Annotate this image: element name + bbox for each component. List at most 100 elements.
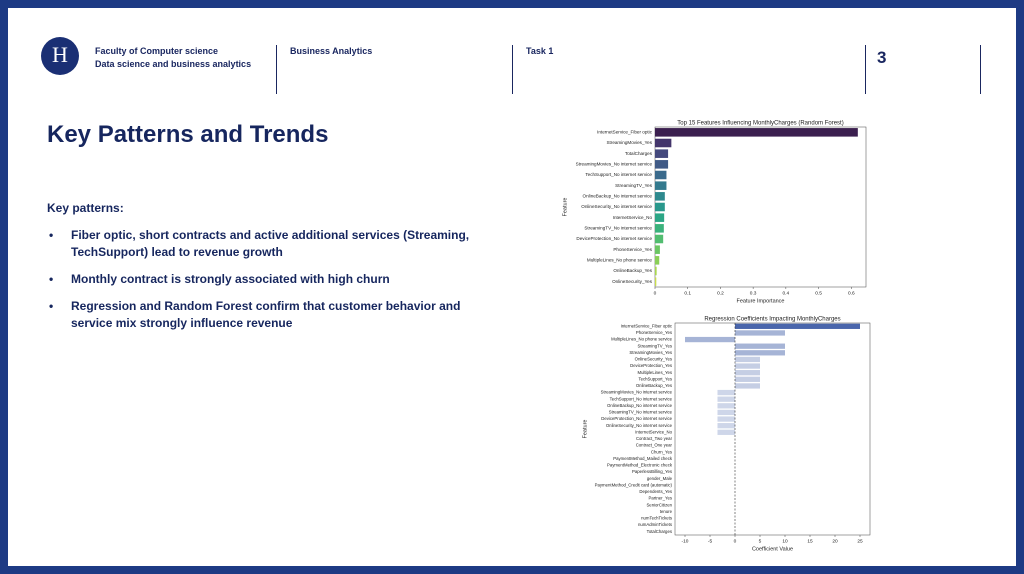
task: Task 1 [526,46,554,56]
y-tick-label: InternetService_No [635,429,672,434]
slide-title: Key Patterns and Trends [47,121,329,148]
bar [655,170,667,180]
separator [980,45,981,94]
x-tick-label: -10 [682,538,689,544]
y-tick-label: StreamingTV_No internet service [584,226,652,231]
y-tick-label: DeviceProtection_No internet service [601,416,672,421]
y-tick-label: TotalCharges [647,529,672,534]
y-tick-label: MultipleLines_Yes [638,370,672,375]
bar [655,234,664,244]
x-tick-label: 10 [782,538,788,544]
charts: H Top 15 Features Influencing MonthlyCha… [41,37,871,552]
y-tick-label: StreamingMovies_Yes [629,350,672,355]
x-tick-label: 0.6 [848,290,855,296]
y-tick-label: TechSupport_No internet service [585,172,652,177]
x-tick-label: 25 [857,538,863,544]
y-tick-label: tenure [660,509,673,514]
plot-frame [654,126,867,288]
x-tick-label: 5 [759,538,762,544]
bullet: Fiber optic, short contracts and active … [47,227,497,261]
bullet: Regression and Random Forest confirm tha… [47,298,497,332]
chart-title: Regression Coefficients Impacting Monthl… [704,317,840,323]
y-tick-label: Dependents_Yes [639,489,672,494]
y-tick-label: TechSupport_Yes [638,376,672,381]
y-tick-label: OnlineSecurity_No internet service [581,204,652,209]
bar [685,336,735,343]
y-axis-label: Feature [562,198,568,217]
y-tick-label: InternetService_Fiber optic [621,323,673,328]
y-tick-label: DeviceProtection_Yes [630,363,672,368]
y-tick-label: Churn_Yes [651,449,672,454]
y-tick-label: StreamingMovies_No internet service [601,390,673,395]
y-tick-label: PaymentMethod_Credit card (automatic) [595,482,673,487]
bar [717,403,735,409]
y-tick-label: MultipleLines_No phone service [587,258,653,263]
y-tick-label: OnlineSecurity_Yes [635,357,672,362]
logo [41,37,79,75]
y-tick-label: OnlineSecurity_No internet service [606,423,673,428]
y-tick-label: Contract_One year [636,443,673,448]
y-tick-label: MultipleLines_No phone service [611,337,673,342]
y-tick-label: TechSupport_No internet service [610,396,673,401]
x-tick-label: 0.3 [750,290,757,296]
bar [735,330,785,336]
y-tick-label: OnlineBackup_Yes [636,383,672,388]
page-number: 3 [877,48,887,67]
y-tick-label: OnlineSecurity_Yes [612,279,653,284]
y-tick-label: PaymentMethod_Mailed check [613,456,673,461]
x-tick-label: 0 [654,290,657,296]
bar [655,213,665,222]
bar [655,160,669,169]
bar [717,429,735,435]
y-tick-label: PaperlessBilling_Yes [632,469,672,474]
bullet-list: Fiber optic, short contracts and active … [47,227,497,342]
bar [717,389,735,396]
chart-title: Top 15 Features Influencing MonthlyCharg… [677,121,843,127]
y-tick-label: StreamingTV_No internet service [609,410,673,415]
y-tick-label: StreamingTV_Yes [638,343,672,348]
y-tick-label: PhoneService_Yes [613,247,652,252]
y-tick-label: SeniorCitizen [646,502,672,507]
bar [735,363,760,369]
separator [276,45,277,94]
course: Business Analytics [290,46,373,56]
bullet: Monthly contract is strongly associated … [47,271,497,288]
separator [512,45,513,94]
y-tick-label: InternetService_Fiber optic [597,130,653,135]
x-tick-label: 0.1 [684,290,691,296]
bar [735,383,760,389]
y-tick-label: OnlineBackup_No internet service [583,194,653,199]
y-tick-label: numAdminTickets [638,522,672,527]
bar [655,202,665,212]
bar [655,245,660,254]
y-tick-label: StreamingMovies_No internet service [576,162,653,167]
bar [655,128,858,137]
x-tick-label: 20 [832,538,838,544]
bar [655,149,669,158]
y-tick-label: OnlineBackup_No internet service [607,403,673,408]
slide: H Top 15 Features Influencing MonthlyCha… [8,8,1016,566]
bar [717,423,735,429]
bar [717,409,735,416]
program: Data science and business analytics [95,59,252,69]
bar [655,138,672,148]
y-tick-label: gender_Male [647,476,673,481]
y-tick-label: PaymentMethod_Electronic check [607,463,673,468]
y-tick-label: OnlineBackup_Yes [613,268,652,273]
logo-mark: H [52,42,68,67]
bar [717,396,735,402]
bar [735,343,785,349]
y-tick-label: StreamingMovies_Yes [606,140,652,145]
y-tick-label: TotalCharges [625,151,653,156]
bar [655,181,667,190]
y-axis-label: Feature [582,420,588,439]
bar [655,224,664,233]
x-axis-label: Feature Importance [737,298,785,304]
lead: Key patterns: [47,201,124,215]
bar [735,323,860,329]
bar [655,277,657,286]
bar [735,350,785,356]
x-tick-label: 0.5 [815,290,822,296]
x-tick-label: -5 [708,538,713,544]
